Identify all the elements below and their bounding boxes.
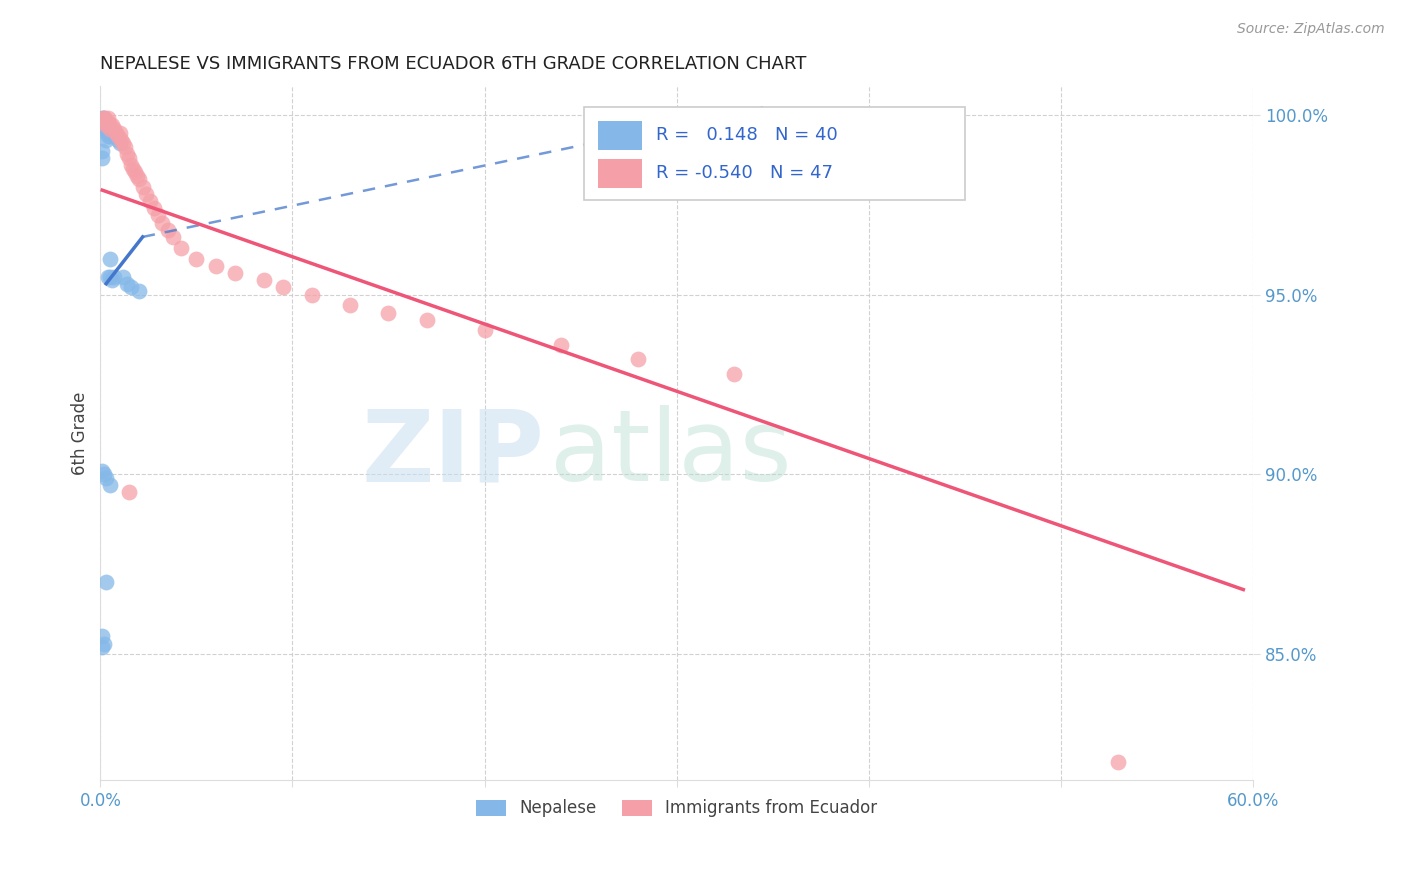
Point <box>94 133 117 147</box>
Text: atlas: atlas <box>550 405 792 502</box>
Point <box>146 208 169 222</box>
Point <box>97 269 120 284</box>
Point <box>91 464 114 478</box>
Point <box>112 136 135 151</box>
Point <box>91 151 114 165</box>
Point <box>118 151 141 165</box>
Point <box>339 298 361 312</box>
Point <box>162 230 184 244</box>
Point <box>91 112 114 126</box>
Point <box>150 215 173 229</box>
Point <box>98 122 121 136</box>
Point <box>627 352 650 367</box>
Point <box>97 112 120 126</box>
Point <box>91 115 114 129</box>
Point <box>94 119 117 133</box>
Point <box>108 136 131 151</box>
Point <box>156 223 179 237</box>
Point <box>98 269 121 284</box>
Point <box>93 119 115 133</box>
Point <box>93 112 115 126</box>
Point <box>143 201 166 215</box>
Point <box>97 126 120 140</box>
Point <box>723 367 745 381</box>
Text: NEPALESE VS IMMIGRANTS FROM ECUADOR 6TH GRADE CORRELATION CHART: NEPALESE VS IMMIGRANTS FROM ECUADOR 6TH … <box>100 55 807 73</box>
Point <box>103 122 125 136</box>
Point <box>98 478 121 492</box>
Point <box>108 126 131 140</box>
Point <box>117 147 139 161</box>
Point <box>91 115 114 129</box>
Point <box>117 277 139 291</box>
Point <box>114 140 136 154</box>
Point <box>139 194 162 208</box>
Point <box>170 241 193 255</box>
Point <box>93 112 115 126</box>
Point <box>98 126 121 140</box>
Point <box>98 252 121 266</box>
Point <box>107 133 129 147</box>
Point <box>122 161 145 176</box>
Point <box>93 112 115 126</box>
Point <box>204 259 226 273</box>
Point <box>118 485 141 500</box>
Point <box>101 119 124 133</box>
Point <box>186 252 208 266</box>
Point <box>101 273 124 287</box>
Point <box>98 122 121 136</box>
Point <box>271 280 294 294</box>
Point <box>91 640 114 655</box>
FancyBboxPatch shape <box>599 120 643 150</box>
Point <box>94 119 117 133</box>
Point <box>98 129 121 144</box>
Point <box>124 165 146 179</box>
FancyBboxPatch shape <box>599 159 643 188</box>
Point <box>550 338 572 352</box>
Legend: Nepalese, Immigrants from Ecuador: Nepalese, Immigrants from Ecuador <box>470 793 884 824</box>
Point <box>94 115 117 129</box>
Text: ZIP: ZIP <box>361 405 544 502</box>
Text: Source: ZipAtlas.com: Source: ZipAtlas.com <box>1237 22 1385 37</box>
Point <box>128 172 150 186</box>
Text: R = -0.540   N = 47: R = -0.540 N = 47 <box>655 164 832 182</box>
Point <box>135 186 157 201</box>
Text: R =   0.148   N = 40: R = 0.148 N = 40 <box>655 126 838 145</box>
Point <box>224 266 246 280</box>
Point <box>97 115 120 129</box>
Point <box>104 129 127 144</box>
Point <box>131 179 153 194</box>
Point <box>97 129 120 144</box>
Point <box>97 122 120 136</box>
Point <box>120 158 142 172</box>
Point <box>101 126 124 140</box>
Point <box>474 324 496 338</box>
Point <box>93 636 115 650</box>
Point <box>301 287 323 301</box>
Point <box>91 144 114 158</box>
Point <box>128 284 150 298</box>
Point <box>91 629 114 643</box>
Point <box>103 126 125 140</box>
Point <box>97 119 120 133</box>
Point <box>107 129 129 144</box>
Point <box>110 133 132 147</box>
Point <box>94 575 117 590</box>
Point <box>104 126 127 140</box>
Point <box>94 471 117 485</box>
Point <box>125 169 148 183</box>
FancyBboxPatch shape <box>585 107 965 201</box>
Y-axis label: 6th Grade: 6th Grade <box>72 392 89 475</box>
Point <box>94 122 117 136</box>
Point <box>98 119 121 133</box>
Point <box>253 273 276 287</box>
Point <box>103 269 125 284</box>
Point <box>112 269 135 284</box>
Point <box>93 467 115 482</box>
Point <box>1107 756 1129 770</box>
Point <box>416 312 439 326</box>
Point <box>120 280 142 294</box>
Point <box>377 305 399 319</box>
Point <box>93 122 115 136</box>
